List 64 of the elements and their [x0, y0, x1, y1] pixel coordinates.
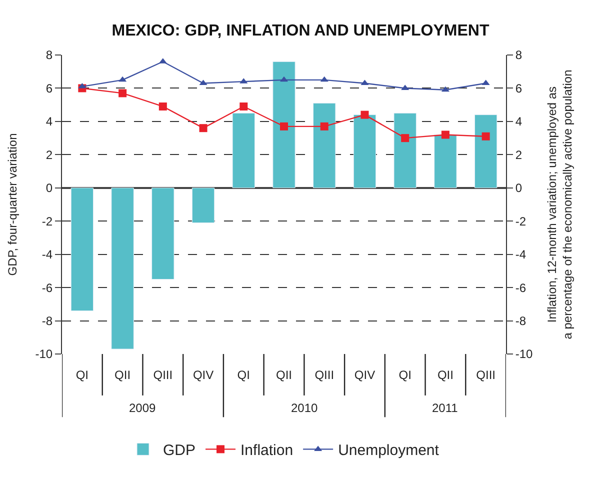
point	[280, 122, 288, 130]
bar	[353, 114, 376, 188]
y2-tick-label: -10	[515, 347, 534, 362]
bar	[111, 188, 134, 350]
point	[320, 76, 328, 82]
x-tick-label: QII	[437, 368, 454, 382]
y-tick-label: -10	[35, 347, 53, 362]
bar	[313, 102, 336, 188]
point	[118, 76, 127, 82]
x-tick-label: QIII	[153, 368, 173, 382]
y-tick-label: 4	[46, 114, 53, 129]
x-tick-label: QI	[237, 368, 250, 382]
y-tick-label: 2	[46, 148, 53, 162]
point	[360, 110, 369, 119]
x-tick-label: QIII	[314, 368, 334, 382]
y-tick-label: 0	[46, 181, 53, 196]
x-tick-label: QII	[114, 368, 131, 382]
x-tick-label: QIV	[192, 368, 214, 382]
y-tick-label: 6	[46, 81, 53, 96]
legend-label: Inflation	[240, 442, 294, 460]
legend-label: GDP	[163, 442, 196, 460]
point	[441, 86, 450, 92]
bar	[434, 134, 457, 188]
y2-tick-label: -8	[515, 314, 526, 328]
point	[320, 122, 328, 130]
y2-tick-label: 8	[515, 48, 522, 62]
text: 2010	[291, 401, 318, 415]
y2-tick-label: -6	[515, 280, 526, 295]
bar	[192, 188, 215, 224]
bar	[70, 188, 94, 312]
text: 2011	[432, 401, 458, 415]
y2-tick-label: -2	[515, 214, 526, 228]
y2-tick-label: 4	[515, 114, 522, 129]
point	[118, 89, 127, 98]
point	[240, 102, 248, 110]
chart-title: MEXICO: GDP, INFLATION AND UNEMPLOYMENT	[112, 22, 490, 40]
y-tick-label: -6	[42, 280, 53, 295]
point	[401, 134, 410, 142]
bar	[152, 188, 174, 280]
x-tick-label: QIII	[476, 368, 496, 382]
bar	[474, 114, 498, 188]
x-tick-label: QII	[276, 368, 292, 382]
text: 2009	[129, 401, 156, 415]
y2-tick-label: 0	[515, 181, 522, 196]
point	[482, 132, 490, 140]
point	[441, 130, 450, 139]
x-tick-label: QI	[76, 368, 89, 382]
y-tick-label: -4	[42, 248, 53, 262]
y-tick-label: -8	[42, 314, 53, 328]
y2-tick-label: -4	[515, 248, 526, 262]
bar	[272, 61, 296, 188]
y-axis-title: GDP, four-quarter variation	[6, 133, 20, 276]
y2-axis-title: Inflation, 12-month variation; unemployed as a percentage of the economically active population	[544, 70, 575, 340]
point	[158, 102, 167, 110]
y-tick-label: -2	[42, 214, 53, 228]
bar	[232, 112, 255, 188]
legend-label: Unemployment	[338, 442, 440, 460]
y2-tick-label: 2	[515, 148, 522, 162]
point	[199, 124, 208, 132]
x-tick-label: QI	[398, 368, 412, 382]
x-tick-label: QIV	[354, 368, 376, 382]
y-tick-label: 8	[46, 48, 53, 62]
bar	[394, 112, 416, 188]
y2-tick-label: 6	[515, 81, 522, 96]
